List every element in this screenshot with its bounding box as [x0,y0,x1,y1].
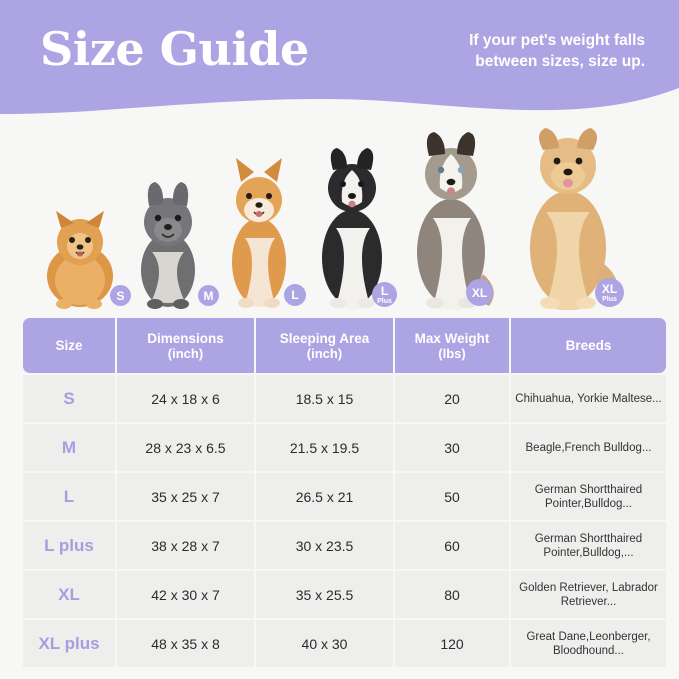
size-badge-l: L [284,284,306,306]
dog-australian-shepherd-image [417,132,494,310]
size-badge-xl: XL [466,279,493,306]
cell-dimensions: 35 x 25 x 7 [117,473,254,520]
table-row: S 24 x 18 x 6 18.5 x 15 20 Chihuahua, Yo… [23,375,666,422]
cell-max-weight: 60 [395,522,509,569]
size-guide-table: Size Dimensions (inch) Sleeping Area (in… [21,316,668,669]
column-header-max-weight: Max Weight (lbs) [395,318,509,373]
cell-size: S [23,375,115,422]
dog-pomeranian-image [47,211,113,309]
table-row: M 28 x 23 x 6.5 21.5 x 19.5 30 Beagle,Fr… [23,424,666,471]
column-header-sleeping-area: Sleeping Area (inch) [256,318,393,373]
size-badge-s: S [110,285,131,306]
cell-breeds: German Shortthaired Pointer,Bulldog,... [511,522,666,569]
dog-shiba-inu-image [232,158,286,308]
column-header-dimensions: Dimensions (inch) [117,318,254,373]
cell-sleeping-area: 35 x 25.5 [256,571,393,618]
size-badge-xl-plus: XL Plus [595,278,624,307]
cell-sleeping-area: 18.5 x 15 [256,375,393,422]
table-row: L plus 38 x 28 x 7 30 x 23.5 60 German S… [23,522,666,569]
table-header: Size Dimensions (inch) Sleeping Area (in… [23,318,666,373]
cell-breeds: Chihuahua, Yorkie Maltese... [511,375,666,422]
column-header-breeds: Breeds [511,318,666,373]
table-body: S 24 x 18 x 6 18.5 x 15 20 Chihuahua, Yo… [23,375,666,667]
cell-size: XL plus [23,620,115,667]
header-banner: Size Guide If your pet's weight falls be… [0,0,679,118]
page-title: Size Guide [40,22,309,76]
cell-dimensions: 24 x 18 x 6 [117,375,254,422]
table-row: L 35 x 25 x 7 26.5 x 21 50 German Shortt… [23,473,666,520]
banner-wave-background [0,0,679,114]
column-header-size: Size [23,318,115,373]
cell-sleeping-area: 26.5 x 21 [256,473,393,520]
header-tagline: If your pet's weight falls between sizes… [469,32,645,70]
cell-dimensions: 28 x 23 x 6.5 [117,424,254,471]
cell-dimensions: 38 x 28 x 7 [117,522,254,569]
size-table-container: Size Dimensions (inch) Sleeping Area (in… [21,316,666,669]
cell-breeds: German Shortthaired Pointer,Bulldog... [511,473,666,520]
table-row: XL 42 x 30 x 7 35 x 25.5 80 Golden Retri… [23,571,666,618]
cell-max-weight: 80 [395,571,509,618]
cell-dimensions: 48 x 35 x 8 [117,620,254,667]
dog-french-bulldog-image [141,182,195,309]
table-row: XL plus 48 x 35 x 8 40 x 30 120 Great Da… [23,620,666,667]
size-badge-l-plus: L Plus [372,282,397,307]
cell-max-weight: 30 [395,424,509,471]
cell-size: L plus [23,522,115,569]
cell-sleeping-area: 30 x 23.5 [256,522,393,569]
dog-golden-retriever-image [530,128,618,310]
dog-row: S M [0,118,679,314]
dog-size-illustration-strip: S M [0,118,679,314]
cell-max-weight: 20 [395,375,509,422]
cell-dimensions: 42 x 30 x 7 [117,571,254,618]
cell-sleeping-area: 21.5 x 19.5 [256,424,393,471]
size-badge-m: M [198,285,219,306]
cell-max-weight: 120 [395,620,509,667]
cell-size: L [23,473,115,520]
dog-border-collie-image [322,148,382,310]
table-header-row: Size Dimensions (inch) Sleeping Area (in… [23,318,666,373]
cell-size: M [23,424,115,471]
cell-sleeping-area: 40 x 30 [256,620,393,667]
cell-breeds: Great Dane,Leonberger, Bloodhound... [511,620,666,667]
cell-size: XL [23,571,115,618]
cell-max-weight: 50 [395,473,509,520]
cell-breeds: Beagle,French Bulldog... [511,424,666,471]
cell-breeds: Golden Retriever, Labrador Retriever... [511,571,666,618]
